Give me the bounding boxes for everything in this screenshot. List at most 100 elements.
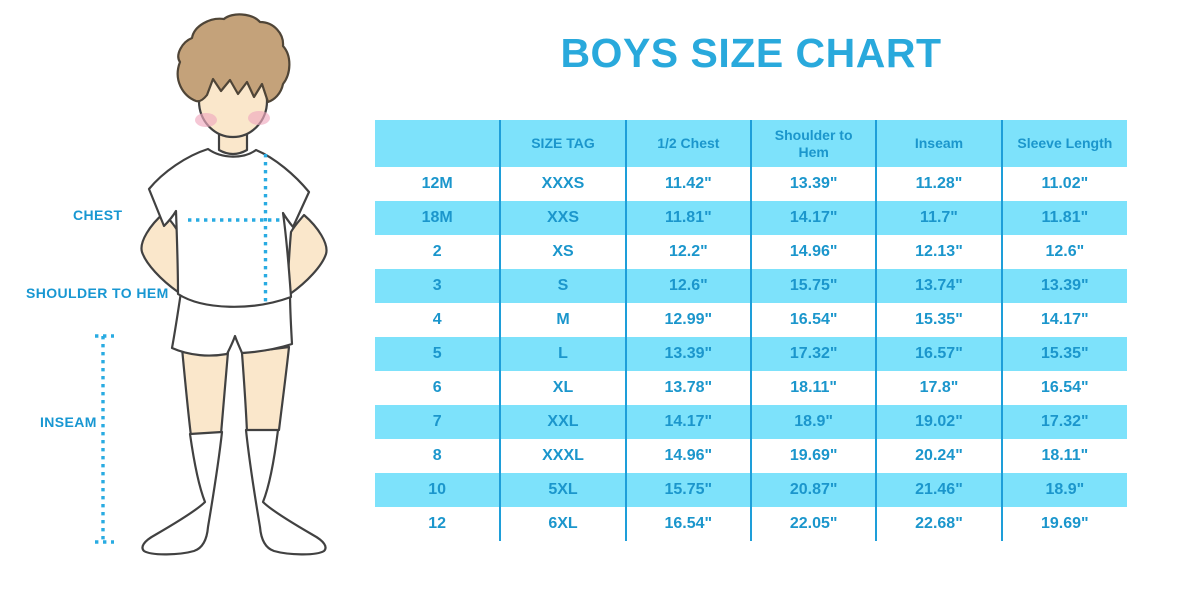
table-cell: 14.96" bbox=[624, 439, 751, 473]
table-cell: 12M bbox=[421, 175, 453, 192]
table-cell: 22.68" bbox=[875, 507, 1002, 541]
table-cell: 13.74" bbox=[875, 269, 1002, 303]
left-sock bbox=[141, 430, 224, 556]
table-cell: 2 bbox=[432, 243, 442, 260]
table-cell: 17.32" bbox=[749, 337, 877, 371]
table-cell: 14.17" bbox=[624, 405, 751, 439]
table-cell: 12.2" bbox=[624, 235, 751, 269]
left-arm bbox=[140, 211, 183, 297]
column-header: SIZE TAG bbox=[499, 120, 626, 167]
table-row: 12 6XL 16.54" 22.05" 22.68" 19.69" bbox=[375, 507, 1127, 541]
table-cell: 11.7" bbox=[875, 201, 1002, 235]
table-cell: 17.8" bbox=[875, 371, 1002, 405]
table-cell: 15.75" bbox=[624, 473, 751, 507]
table-cell: 15.35" bbox=[1000, 337, 1127, 371]
table-cell: 5XL bbox=[499, 473, 626, 507]
right-cheek bbox=[248, 111, 270, 125]
measurement-guides bbox=[95, 154, 284, 544]
shorts bbox=[170, 290, 294, 357]
column-header: Shoulder to Hem bbox=[749, 120, 877, 167]
column-header: Inseam bbox=[875, 120, 1002, 167]
table-cell: 6 bbox=[432, 379, 442, 396]
table-header: SIZE TAG 1/2 Chest Shoulder to Hem Inseam Sl… bbox=[375, 120, 1127, 167]
table-cell: 13.39" bbox=[624, 337, 751, 371]
table-row: 8 XXXL 14.96" 19.69" 20.24" 18.11" bbox=[375, 439, 1127, 473]
table-cell: 18.9" bbox=[1000, 473, 1127, 507]
table-cell: 14.17" bbox=[1000, 303, 1127, 337]
table-cell: 21.46" bbox=[875, 473, 1002, 507]
left-cheek bbox=[195, 113, 217, 127]
table-cell: 17.32" bbox=[1000, 405, 1127, 439]
table-cell: XXXL bbox=[499, 439, 626, 473]
boy-illustration: CHEST SHOULDER TO HEM INSEAM bbox=[0, 0, 360, 600]
table-cell: 14.96" bbox=[749, 235, 877, 269]
column-header: 1/2 Chest bbox=[624, 120, 751, 167]
right-sock bbox=[244, 428, 327, 556]
table-cell: 13.39" bbox=[1000, 269, 1127, 303]
table-cell: 11.81" bbox=[624, 201, 751, 235]
table-cell: 18.9" bbox=[749, 405, 877, 439]
table-cell: L bbox=[499, 337, 626, 371]
table-row: 6 XL 13.78" 18.11" 17.8" 16.54" bbox=[375, 371, 1127, 405]
table-row: 2 XS 12.2" 14.96" 12.13" 12.6" bbox=[375, 235, 1127, 269]
shoulder-to-hem-label: SHOULDER TO HEM bbox=[26, 285, 169, 301]
table-cell: 20.24" bbox=[875, 439, 1002, 473]
size-chart-table: SIZE TAG 1/2 Chest Shoulder to Hem Inseam Sl… bbox=[375, 120, 1127, 541]
table-cell: 12.6" bbox=[1000, 235, 1127, 269]
table-cell: 3 bbox=[432, 277, 442, 294]
table-cell: 11.02" bbox=[1000, 167, 1127, 201]
table-cell: S bbox=[499, 269, 626, 303]
table-cell: 5 bbox=[432, 345, 442, 362]
table-cell: 11.42" bbox=[624, 167, 751, 201]
right-leg bbox=[240, 345, 291, 434]
page-title: BOYS SIZE CHART bbox=[560, 30, 942, 76]
t-shirt bbox=[147, 147, 311, 308]
table-cell: 12 bbox=[428, 515, 447, 532]
inseam-label: INSEAM bbox=[40, 414, 97, 430]
table-cell: XXL bbox=[499, 405, 626, 439]
table-row: 18M XXS 11.81" 14.17" 11.7" 11.81" bbox=[375, 201, 1127, 235]
column-header bbox=[375, 120, 501, 167]
table-cell: 16.57" bbox=[875, 337, 1002, 371]
table-cell: 18M bbox=[421, 209, 453, 226]
table-cell: 22.05" bbox=[749, 507, 877, 541]
table-cell: 11.81" bbox=[1000, 201, 1127, 235]
table-cell: 11.28" bbox=[875, 167, 1002, 201]
table-row: 10 5XL 15.75" 20.87" 21.46" 18.9" bbox=[375, 473, 1127, 507]
table-cell: XL bbox=[499, 371, 626, 405]
table-cell: M bbox=[499, 303, 626, 337]
table-cell: 19.69" bbox=[749, 439, 877, 473]
table-cell: XXS bbox=[499, 201, 626, 235]
table-cell: 19.02" bbox=[875, 405, 1002, 439]
table-row: 3 S 12.6" 15.75" 13.74" 13.39" bbox=[375, 269, 1127, 303]
table-cell: 6XL bbox=[499, 507, 626, 541]
table-row: 5 L 13.39" 17.32" 16.57" 15.35" bbox=[375, 337, 1127, 371]
table-cell: 16.54" bbox=[1000, 371, 1127, 405]
table-cell: 15.35" bbox=[875, 303, 1002, 337]
left-leg bbox=[180, 346, 230, 438]
table-cell: 8 bbox=[432, 447, 442, 464]
table-cell: 16.54" bbox=[624, 507, 751, 541]
chest-label: CHEST bbox=[73, 207, 123, 223]
table-row: 7 XXL 14.17" 18.9" 19.02" 17.32" bbox=[375, 405, 1127, 439]
table-cell: 14.17" bbox=[749, 201, 877, 235]
table-cell: 18.11" bbox=[749, 371, 877, 405]
table-cell: XXXS bbox=[499, 167, 626, 201]
table-row: 4 M 12.99" 16.54" 15.35" 14.17" bbox=[375, 303, 1127, 337]
hair bbox=[176, 13, 291, 104]
table-cell: 4 bbox=[432, 311, 442, 328]
table-cell: 12.6" bbox=[624, 269, 751, 303]
table-cell: 13.39" bbox=[749, 167, 877, 201]
table-cell: 12.13" bbox=[875, 235, 1002, 269]
table-cell: 19.69" bbox=[1000, 507, 1127, 541]
table-cell: 7 bbox=[432, 413, 442, 430]
table-cell: 12.99" bbox=[624, 303, 751, 337]
table-cell: 18.11" bbox=[1000, 439, 1127, 473]
column-header: Sleeve Length bbox=[1000, 120, 1127, 167]
table-cell: 13.78" bbox=[624, 371, 751, 405]
boy-figure-svg bbox=[95, 13, 328, 556]
table-cell: 10 bbox=[428, 481, 447, 498]
table-row: 12M XXXS 11.42" 13.39" 11.28" 11.02" bbox=[375, 167, 1127, 201]
table-cell: 15.75" bbox=[749, 269, 877, 303]
